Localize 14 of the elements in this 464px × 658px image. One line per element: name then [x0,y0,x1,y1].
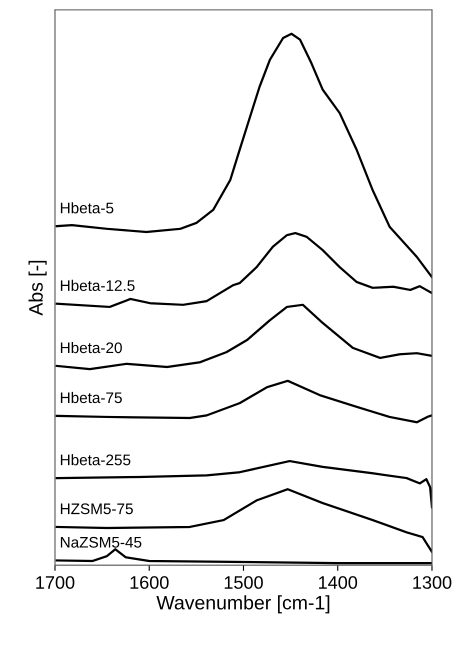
series-label: NaZSM5-45 [60,536,142,548]
y-axis-title: Abs [-] [28,260,47,316]
x-tick-label: 1500 [224,576,263,589]
x-tick-label: 1400 [319,576,358,589]
x-tick-label: 1700 [36,576,74,589]
x-axis-title: Wavenumber [cm-1] [156,595,330,614]
series-label: HZSM5-75 [60,503,133,514]
x-tick-label: 1600 [130,576,169,589]
series-label: Hbeta-5 [60,202,114,214]
series-label: Hbeta-75 [60,392,122,404]
series-label: Hbeta-12.5 [60,280,135,292]
x-tick-label: 1300 [413,576,452,589]
series-label: Hbeta-20 [60,342,122,354]
series-label: Hbeta-255 [60,454,130,466]
